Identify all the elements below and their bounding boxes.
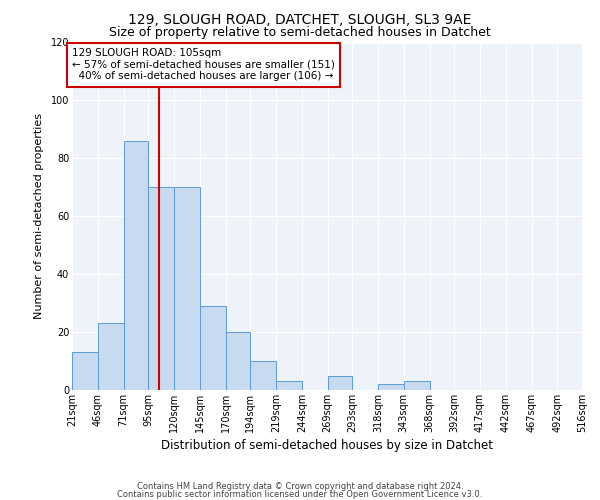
Bar [174, 188, 200, 390]
Bar [328, 376, 352, 390]
Bar [250, 361, 276, 390]
Bar [200, 306, 226, 390]
Y-axis label: Number of semi-detached properties: Number of semi-detached properties [34, 114, 44, 320]
Text: Size of property relative to semi-detached houses in Datchet: Size of property relative to semi-detach… [109, 26, 491, 39]
Bar [124, 141, 148, 390]
Bar [276, 382, 302, 390]
Text: Contains public sector information licensed under the Open Government Licence v3: Contains public sector information licen… [118, 490, 482, 499]
Text: Contains HM Land Registry data © Crown copyright and database right 2024.: Contains HM Land Registry data © Crown c… [137, 482, 463, 491]
Text: 129 SLOUGH ROAD: 105sqm
← 57% of semi-detached houses are smaller (151)
  40% of: 129 SLOUGH ROAD: 105sqm ← 57% of semi-de… [72, 48, 335, 82]
Bar [72, 352, 98, 390]
Bar [98, 324, 124, 390]
Bar [378, 384, 404, 390]
X-axis label: Distribution of semi-detached houses by size in Datchet: Distribution of semi-detached houses by … [161, 439, 493, 452]
Text: 129, SLOUGH ROAD, DATCHET, SLOUGH, SL3 9AE: 129, SLOUGH ROAD, DATCHET, SLOUGH, SL3 9… [128, 12, 472, 26]
Bar [226, 332, 250, 390]
Bar [404, 382, 430, 390]
Bar [148, 188, 174, 390]
